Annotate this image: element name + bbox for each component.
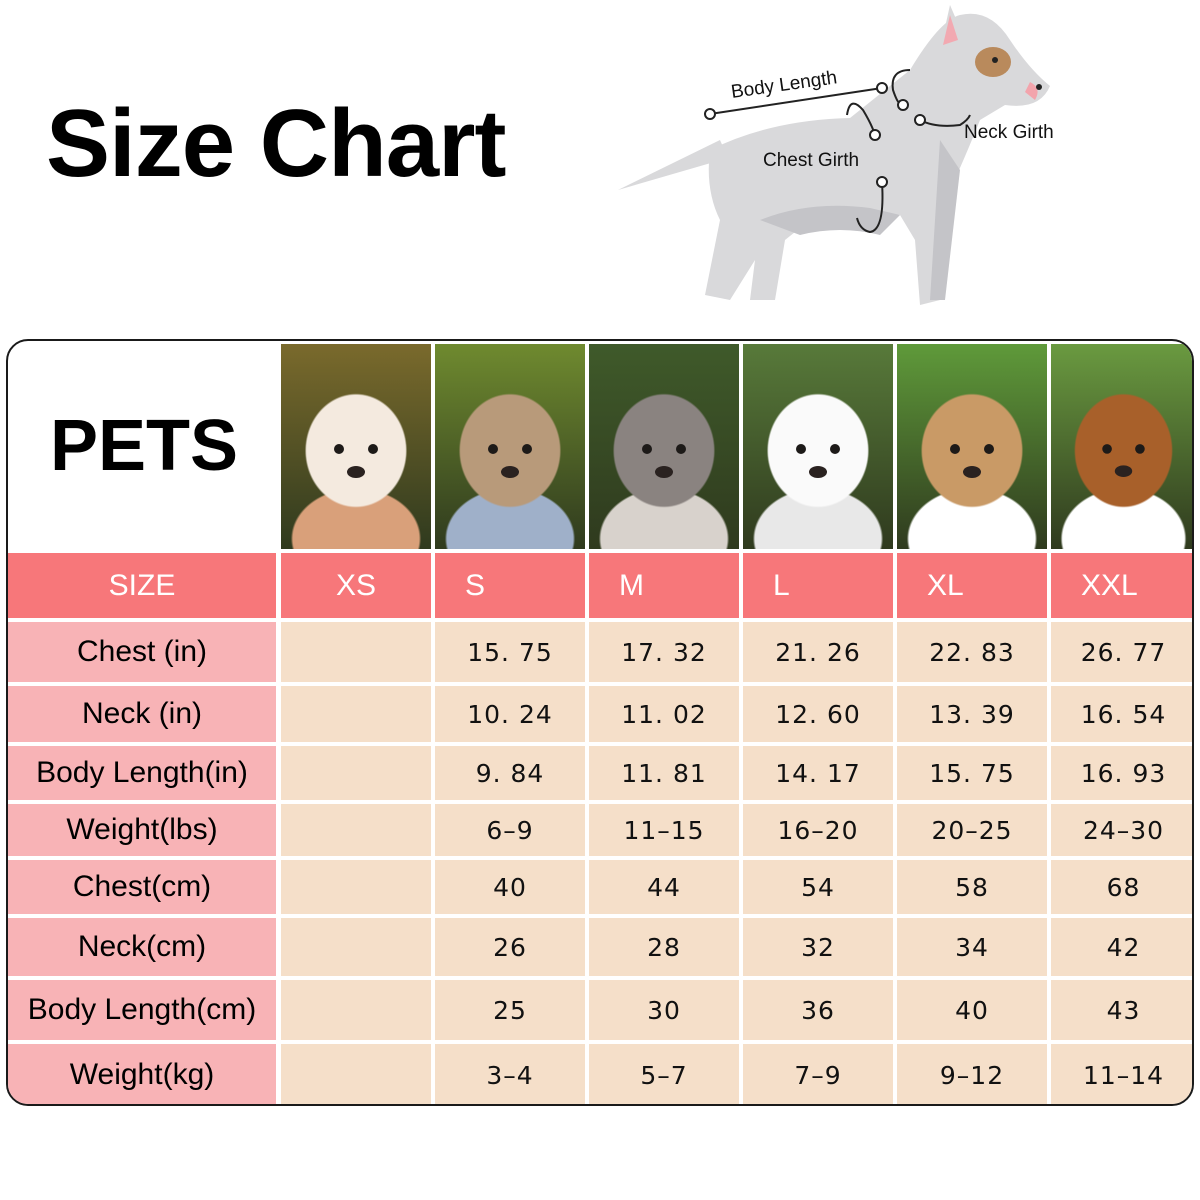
table-cell: 11. 02 bbox=[589, 686, 739, 742]
table-cell: 13. 39 bbox=[897, 686, 1047, 742]
row-label: Neck (in) bbox=[8, 686, 276, 742]
row-label: Body Length(cm) bbox=[8, 980, 276, 1040]
table-cell bbox=[281, 746, 431, 800]
table-cell: 58 bbox=[897, 860, 1047, 914]
table-cell: 42 bbox=[1051, 918, 1192, 976]
table-cell bbox=[281, 804, 431, 856]
table-cell: 30 bbox=[589, 980, 739, 1040]
row-label: Chest(cm) bbox=[8, 860, 276, 914]
table-cell: 10. 24 bbox=[435, 686, 585, 742]
table-cell: 26. 77 bbox=[1051, 622, 1192, 682]
table-cell: 20–25 bbox=[897, 804, 1047, 856]
table-cell: 15. 75 bbox=[897, 746, 1047, 800]
table-cell: 43 bbox=[1051, 980, 1192, 1040]
table-cell: 68 bbox=[1051, 860, 1192, 914]
yorkshire-terrier-photo bbox=[435, 344, 585, 549]
table-cell: 11–14 bbox=[1051, 1044, 1192, 1104]
size-header-l: L bbox=[743, 553, 893, 618]
table-cell: 11. 81 bbox=[589, 746, 739, 800]
size-header-xxl: XXL bbox=[1051, 553, 1192, 618]
table-cell: 16–20 bbox=[743, 804, 893, 856]
table-cell: 3–4 bbox=[435, 1044, 585, 1104]
row-label: Body Length(in) bbox=[8, 746, 276, 800]
size-header-xl: XL bbox=[897, 553, 1047, 618]
table-cell: 15. 75 bbox=[435, 622, 585, 682]
row-label: Weight(lbs) bbox=[8, 804, 276, 856]
poodle-photo bbox=[589, 344, 739, 549]
dog-measurement-diagram: Body Length Chest Girth Neck Girth bbox=[610, 0, 1080, 320]
pets-corner-label: PETS bbox=[49, 406, 239, 486]
table-cell: 25 bbox=[435, 980, 585, 1040]
table-cell: 7–9 bbox=[743, 1044, 893, 1104]
neck-girth-label: Neck Girth bbox=[964, 122, 1054, 143]
table-cell: 11–15 bbox=[589, 804, 739, 856]
table-cell: 28 bbox=[589, 918, 739, 976]
table-cell bbox=[281, 980, 431, 1040]
table-cell: 22. 83 bbox=[897, 622, 1047, 682]
table-cell: 26 bbox=[435, 918, 585, 976]
table-cell: 9–12 bbox=[897, 1044, 1047, 1104]
bulldog-photo bbox=[897, 344, 1047, 549]
size-header-label: SIZE bbox=[8, 553, 276, 618]
row-label: Weight(kg) bbox=[8, 1044, 276, 1104]
westie-photo bbox=[743, 344, 893, 549]
table-cell: 34 bbox=[897, 918, 1047, 976]
page-title: Size Chart bbox=[46, 90, 506, 197]
table-cell: 44 bbox=[589, 860, 739, 914]
table-cell: 5–7 bbox=[589, 1044, 739, 1104]
table-cell bbox=[281, 1044, 431, 1104]
row-label: Chest (in) bbox=[8, 622, 276, 682]
table-cell: 40 bbox=[435, 860, 585, 914]
row-label: Neck(cm) bbox=[8, 918, 276, 976]
chest-girth-label: Chest Girth bbox=[763, 150, 859, 171]
size-header-s: S bbox=[435, 553, 585, 618]
table-cell bbox=[281, 860, 431, 914]
table-cell: 14. 17 bbox=[743, 746, 893, 800]
table-cell: 40 bbox=[897, 980, 1047, 1040]
table-cell: 16. 93 bbox=[1051, 746, 1192, 800]
table-cell: 24–30 bbox=[1051, 804, 1192, 856]
table-cell: 17. 32 bbox=[589, 622, 739, 682]
table-cell: 21. 26 bbox=[743, 622, 893, 682]
table-cell: 32 bbox=[743, 918, 893, 976]
table-cell: 9. 84 bbox=[435, 746, 585, 800]
pomeranian-photo bbox=[281, 344, 431, 549]
table-cell bbox=[281, 918, 431, 976]
table-cell: 16. 54 bbox=[1051, 686, 1192, 742]
size-header-xs: XS bbox=[281, 553, 431, 618]
table-cell: 12. 60 bbox=[743, 686, 893, 742]
bull-terrier-illustration: Body Length Chest Girth Neck Girth bbox=[618, 5, 1054, 305]
size-header-m: M bbox=[589, 553, 739, 618]
table-cell bbox=[281, 622, 431, 682]
size-chart-table: PETS SIZE XS S M L XL XXL Chest (in) 15. 75 17. 3… bbox=[6, 339, 1194, 1106]
table-cell bbox=[281, 686, 431, 742]
beagle-photo bbox=[1051, 344, 1192, 549]
table-cell: 6–9 bbox=[435, 804, 585, 856]
table-cell: 36 bbox=[743, 980, 893, 1040]
table-cell: 54 bbox=[743, 860, 893, 914]
